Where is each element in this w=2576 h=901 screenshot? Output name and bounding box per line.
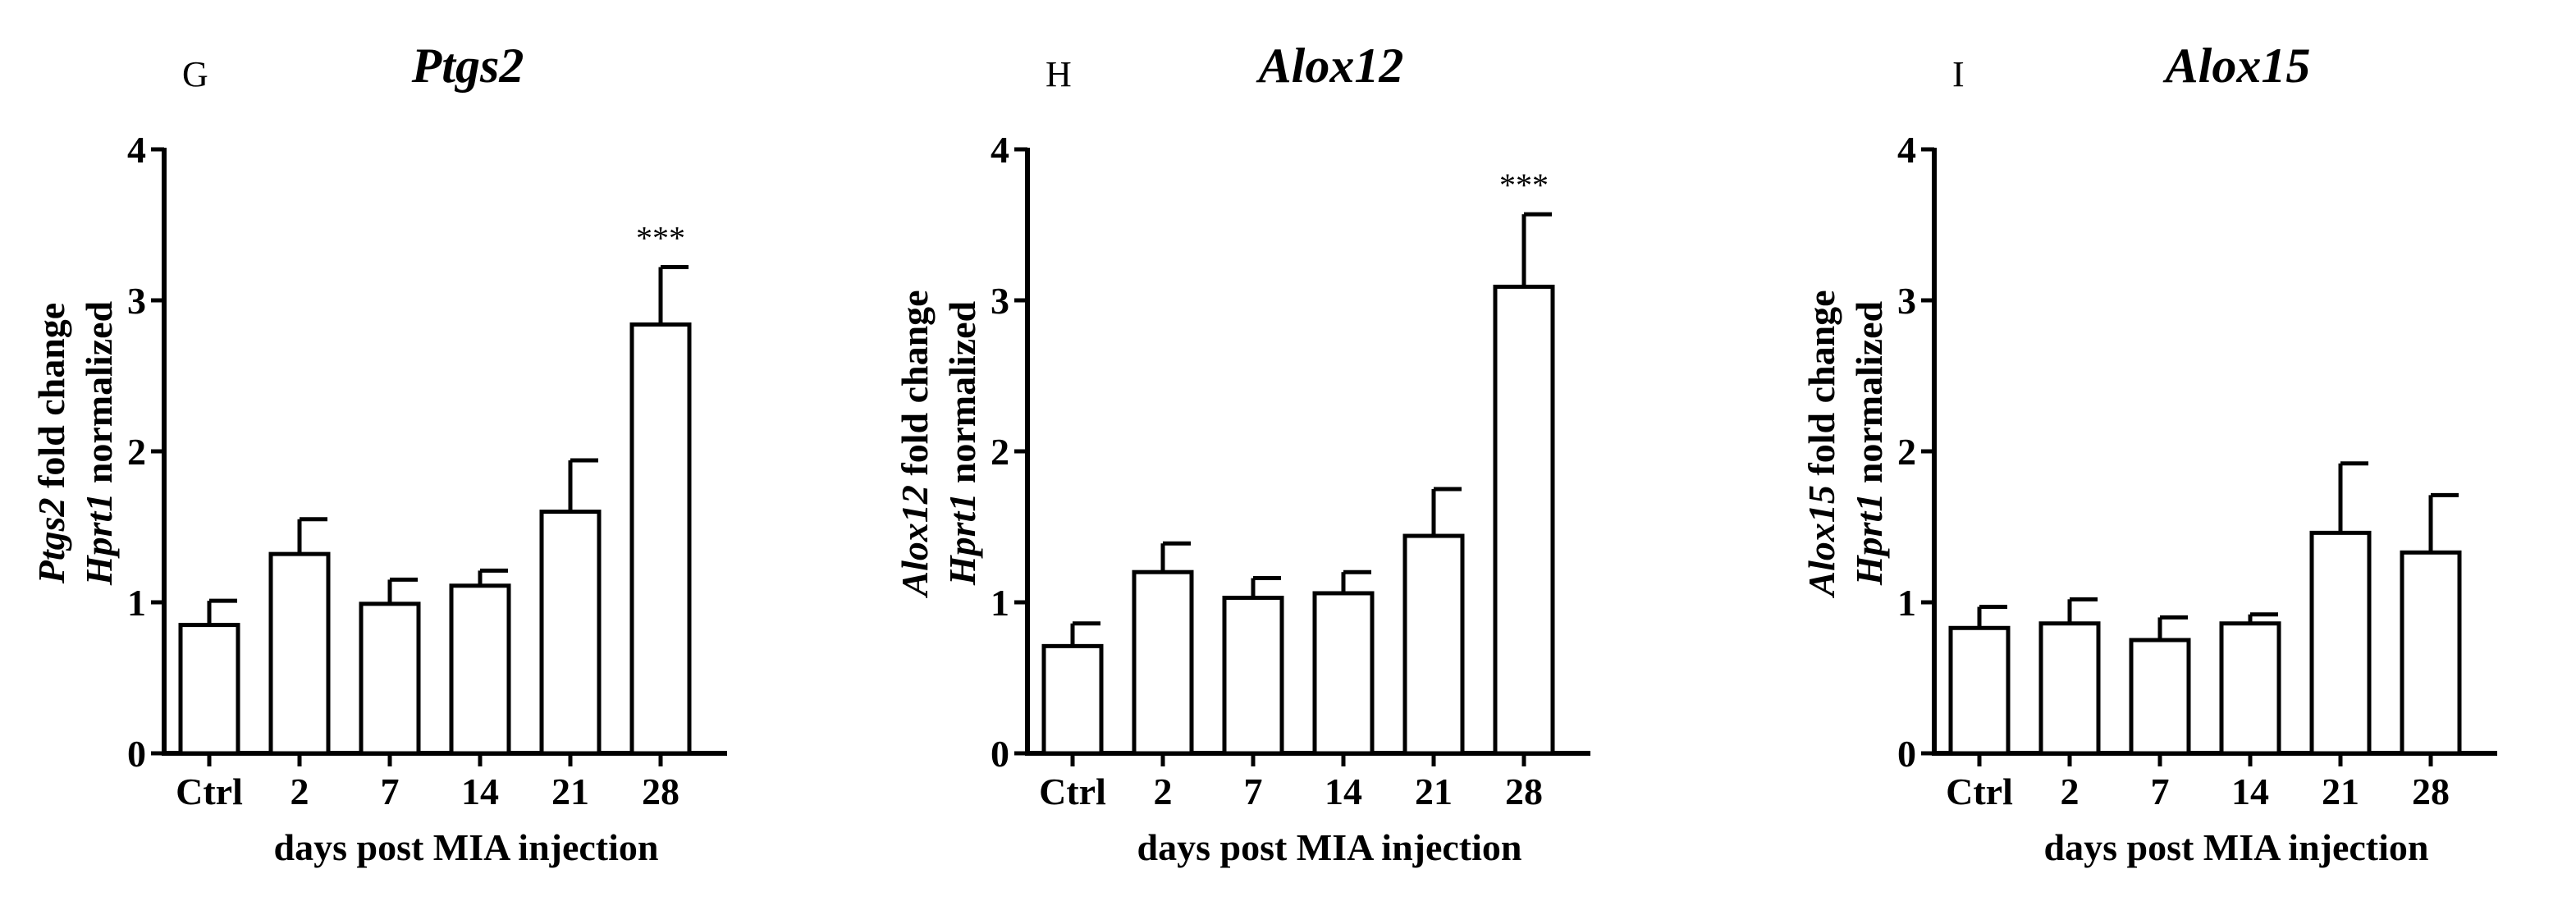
- bar-ctrl: [1041, 643, 1104, 756]
- panel-letter: G: [182, 54, 208, 94]
- x-tick-label: 7: [381, 771, 400, 812]
- y-tick-label: 1: [1897, 582, 1916, 624]
- x-tick-label: Ctrl: [1039, 771, 1106, 812]
- bar-28: [2400, 550, 2462, 756]
- y-axis-title-line2: Hprt1 normalized: [1848, 300, 1890, 586]
- bar-21: [2309, 530, 2372, 756]
- y-axis-title-italic: Alox12: [894, 485, 936, 598]
- y-axis-title-rest: fold change: [30, 303, 72, 498]
- y-tick-label: 3: [1897, 280, 1916, 322]
- bar-28: [1493, 284, 1555, 756]
- y-tick-label: 4: [127, 129, 146, 171]
- x-tick-label: 7: [2151, 771, 2170, 812]
- y-axis-title-line2: Hprt1 normalized: [78, 300, 120, 586]
- bar-ctrl: [178, 623, 240, 756]
- x-tick-label: 2: [291, 771, 309, 812]
- y-tick-label: 2: [1897, 431, 1916, 473]
- x-tick-label: 28: [2412, 771, 2450, 812]
- x-tick-label: Ctrl: [176, 771, 243, 812]
- y-tick-label: 4: [991, 129, 1009, 171]
- x-tick-label: 14: [461, 771, 499, 812]
- y-tick-label: 1: [127, 582, 146, 624]
- y-axis-title-rest: normalized: [1848, 300, 1890, 492]
- panel-letter: I: [1952, 54, 1965, 94]
- y-axis-title-line1: Alox12 fold change: [894, 290, 936, 598]
- y-axis-title-italic: Hprt1: [1848, 493, 1890, 586]
- x-tick-label: Ctrl: [1946, 771, 2013, 812]
- x-tick-label: 21: [1415, 771, 1453, 812]
- y-axis-title-line1: Alox15 fold change: [1800, 290, 1842, 598]
- y-tick-label: 0: [991, 733, 1009, 775]
- chart-title: Ptgs2: [411, 39, 524, 93]
- chart-title: Alox12: [1256, 39, 1404, 93]
- bar-21: [1402, 533, 1465, 756]
- significance-label: ***: [636, 220, 685, 257]
- y-axis-title-rest: fold change: [1800, 290, 1842, 485]
- bar-21: [539, 510, 602, 756]
- bar-7: [2129, 638, 2191, 756]
- bar-2: [2038, 621, 2101, 756]
- y-tick-label: 1: [991, 582, 1009, 624]
- y-tick-label: 0: [127, 733, 146, 775]
- bar-14: [449, 583, 511, 756]
- chart-title: Alox15: [2162, 39, 2311, 93]
- x-axis-title: days post MIA injection: [274, 826, 659, 868]
- y-axis-title-italic: Alox15: [1800, 485, 1842, 598]
- y-axis-title-italic: Hprt1: [78, 493, 120, 586]
- x-tick-label: 2: [1154, 771, 1173, 812]
- y-axis-title-rest: normalized: [78, 300, 120, 492]
- y-axis-title-rest: normalized: [941, 300, 983, 492]
- x-tick-label: 14: [1325, 771, 1362, 812]
- x-tick-label: 2: [2061, 771, 2080, 812]
- bar-14: [2219, 621, 2281, 756]
- x-tick-label: 14: [2231, 771, 2269, 812]
- significance-label: ***: [1499, 167, 1549, 204]
- bar-2: [1132, 569, 1194, 756]
- bar-ctrl: [1948, 625, 2011, 756]
- y-tick-label: 3: [991, 280, 1009, 322]
- y-axis-title-line2: Hprt1 normalized: [941, 300, 983, 586]
- y-tick-label: 0: [1897, 733, 1916, 775]
- y-axis-title-italic: Ptgs2: [30, 497, 72, 584]
- y-axis-title-italic: Hprt1: [941, 493, 983, 586]
- panel-letter: H: [1045, 54, 1072, 94]
- bar-7: [359, 601, 421, 756]
- x-tick-label: 21: [2322, 771, 2359, 812]
- x-axis-title: days post MIA injection: [1137, 826, 1522, 868]
- bar-7: [1222, 595, 1284, 756]
- y-tick-label: 4: [1897, 129, 1916, 171]
- y-tick-label: 2: [991, 431, 1009, 473]
- y-tick-label: 3: [127, 280, 146, 322]
- y-tick-label: 2: [127, 431, 146, 473]
- bar-2: [268, 551, 331, 756]
- bar-14: [1312, 591, 1375, 756]
- x-tick-label: 7: [1244, 771, 1263, 812]
- x-axis-title: days post MIA injection: [2044, 826, 2429, 868]
- bar-28: [629, 322, 692, 756]
- y-axis-title-line1: Ptgs2 fold change: [30, 303, 72, 584]
- x-tick-label: 28: [642, 771, 679, 812]
- x-tick-label: 28: [1505, 771, 1543, 812]
- x-tick-label: 21: [551, 771, 589, 812]
- y-axis-title-rest: fold change: [894, 290, 936, 485]
